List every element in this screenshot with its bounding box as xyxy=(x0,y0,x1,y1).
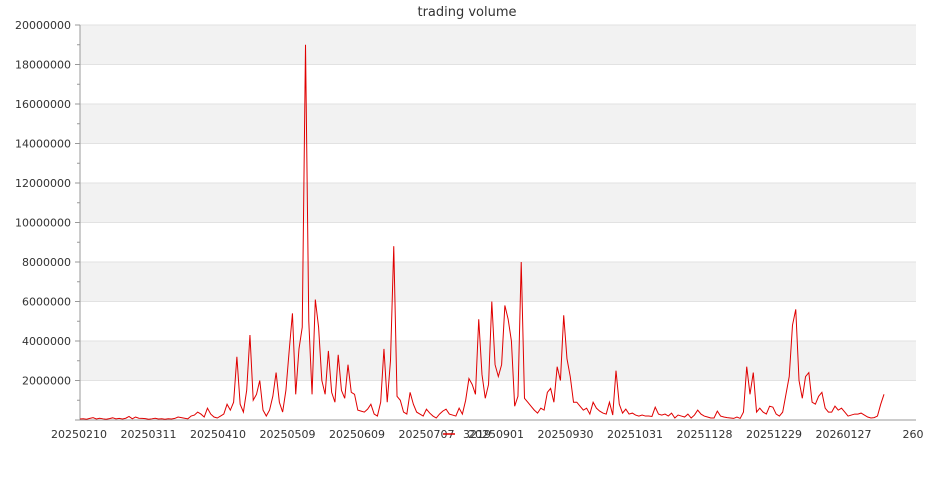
x-tick-label: 20260127 xyxy=(816,428,872,441)
grid-band xyxy=(80,301,916,341)
x-tick-label: 20250901 xyxy=(468,428,524,441)
y-tick-label: 20000000 xyxy=(15,19,71,32)
x-axis: 20250210 20250311 20250410 20250509 20250609… xyxy=(51,419,924,441)
y-tick-label: 2000000 xyxy=(22,375,71,388)
grid-band xyxy=(80,183,916,223)
x-tick-label: 20251031 xyxy=(607,428,663,441)
grid-band xyxy=(80,143,916,183)
x-tick-label: 20250930 xyxy=(538,428,594,441)
y-tick-label: 10000000 xyxy=(15,217,71,230)
y-tick-label: 4000000 xyxy=(22,335,71,348)
legend-label: 3219 xyxy=(463,428,491,441)
grid-bands xyxy=(80,25,916,420)
grid-band xyxy=(80,64,916,104)
grid-band xyxy=(80,262,916,302)
y-tick-label: 6000000 xyxy=(22,296,71,309)
x-tick-label: 20250707 xyxy=(399,428,455,441)
grid-band xyxy=(80,380,916,420)
y-tick-label: 16000000 xyxy=(15,98,71,111)
y-tick-label: 14000000 xyxy=(15,138,71,151)
y-axis: 2000000 4000000 6000000 8000000 10000000 1200… xyxy=(15,19,81,421)
x-tick-label: 20250210 xyxy=(51,428,107,441)
x-tick-label: 20251229 xyxy=(746,428,802,441)
legend: 3219 xyxy=(443,428,491,441)
grid-band xyxy=(80,104,916,144)
x-tick-label: 20251128 xyxy=(677,428,733,441)
x-tick-label: 20250311 xyxy=(121,428,177,441)
y-tick-label: 12000000 xyxy=(15,177,71,190)
series-line xyxy=(79,44,885,420)
y-tick-label: 8000000 xyxy=(22,256,71,269)
x-tick-label: 260 xyxy=(903,428,924,441)
x-tick-label: 20250609 xyxy=(329,428,385,441)
x-tick-label: 20250410 xyxy=(190,428,246,441)
chart-title: trading volume xyxy=(417,5,516,20)
y-tick-label: 18000000 xyxy=(15,59,71,72)
grid-band xyxy=(80,222,916,262)
grid-band xyxy=(80,25,916,65)
x-tick-label: 20250509 xyxy=(260,428,316,441)
